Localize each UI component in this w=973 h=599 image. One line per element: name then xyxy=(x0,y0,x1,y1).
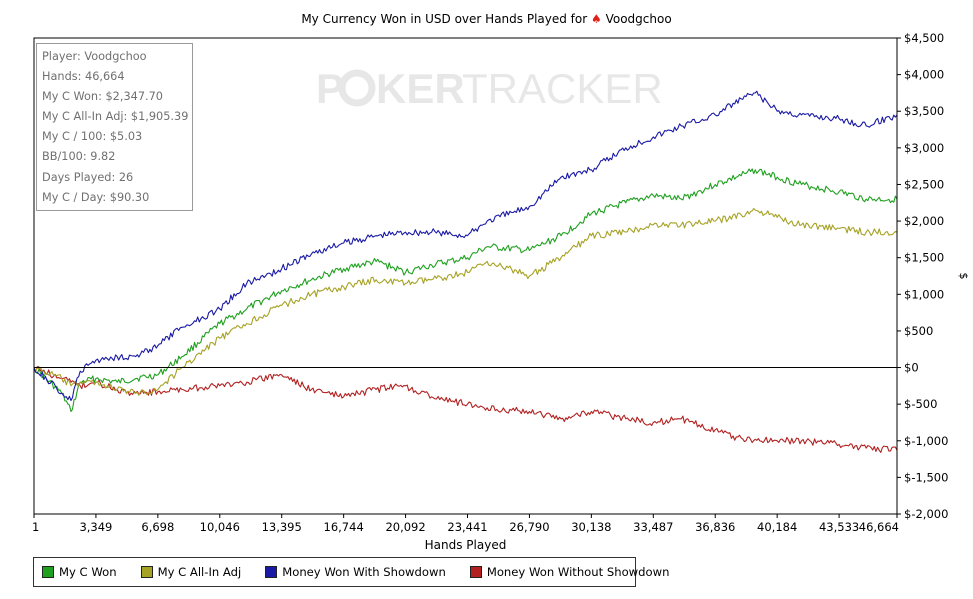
watermark-part1: P xyxy=(316,65,344,112)
y-tick-label: $0 xyxy=(904,361,919,375)
spade-icon: ♠ xyxy=(591,12,602,26)
series-line-my-c-all-in-adj xyxy=(33,207,898,396)
stat-line: BB/100: 9.82 xyxy=(42,150,116,164)
watermark-part2: KER xyxy=(376,65,465,112)
x-tick-label: 6,698 xyxy=(141,520,174,534)
legend-label: Money Won Without Showdown xyxy=(486,565,670,579)
legend-item: My C Won xyxy=(42,565,117,579)
x-tick-label: 36,836 xyxy=(695,520,735,534)
legend-label: My C Won xyxy=(59,565,117,579)
y-tick-label: $3,500 xyxy=(904,104,944,118)
y-tick-label: $1,500 xyxy=(904,251,944,265)
x-tick-label: 33,487 xyxy=(633,520,673,534)
y-tick-label: $2,500 xyxy=(904,177,944,191)
x-tick-label: 16,744 xyxy=(324,520,364,534)
series-line-my-c-won xyxy=(33,168,898,413)
x-tick-label: 43,533 xyxy=(819,520,859,534)
x-tick-label: 3,349 xyxy=(79,520,112,534)
y-tick-label: $4,500 xyxy=(904,31,944,45)
legend-swatch xyxy=(265,566,278,578)
y-tick-label: $1,000 xyxy=(904,287,944,301)
y-tick-label: $2,000 xyxy=(904,214,944,228)
legend-item: My C All-In Adj xyxy=(140,565,242,579)
legend-item: Money Won Without Showdown xyxy=(469,565,670,579)
stat-line: Hands: 46,664 xyxy=(42,70,125,84)
y-tick-label: $4,000 xyxy=(904,68,944,82)
y-tick-label: $-1,000 xyxy=(904,434,948,448)
x-tick-label: 26,790 xyxy=(509,520,549,534)
x-tick-label: 23,441 xyxy=(447,520,487,534)
y-axis-label: $ xyxy=(957,273,970,280)
chart-title: My Currency Won in USD over Hands Played… xyxy=(0,12,973,26)
stat-line: My C All-In Adj: $1,905.39 xyxy=(42,110,189,124)
y-tick-label: $3,000 xyxy=(904,141,944,155)
legend-swatch xyxy=(469,566,482,578)
x-tick-label: 1 xyxy=(32,520,39,534)
stat-line: Player: Voodgchoo xyxy=(42,50,147,63)
y-axis: $-2,000 $-1,500 $-1,000 $-500 $0 $500 $1,000 $1… xyxy=(897,31,948,521)
x-axis-label: Hands Played xyxy=(425,538,507,552)
chart-title-player: Voodgchoo xyxy=(605,12,672,26)
legend-label: Money Won With Showdown xyxy=(282,565,446,579)
series-line-money-won-without-showdown xyxy=(33,366,898,453)
legend-item: Money Won With Showdown xyxy=(265,565,446,579)
series-layer xyxy=(33,90,898,453)
stats-box: Player: Voodgchoo Hands: 46,664 My C Won: … xyxy=(36,43,193,211)
watermark-part3: TRACKER xyxy=(462,65,663,112)
x-axis: 1 3,349 6,698 10,046 13,395 16,744 20,092 23,44… xyxy=(32,514,899,534)
y-tick-label: $500 xyxy=(904,324,933,338)
x-tick-label: 20,092 xyxy=(385,520,425,534)
stat-line: Days Played: 26 xyxy=(42,170,134,184)
stat-line: My C / Day: $90.30 xyxy=(42,190,150,204)
x-tick-label: 30,138 xyxy=(571,520,611,534)
series-line-money-won-with-showdown xyxy=(33,90,898,402)
x-tick-label: 10,046 xyxy=(200,520,240,534)
stat-line: My C Won: $2,347.70 xyxy=(42,90,163,104)
x-tick-label: 40,184 xyxy=(757,520,797,534)
plot-area-frame xyxy=(33,37,898,515)
x-tick-label: 13,395 xyxy=(262,520,302,534)
chart-legend: My C Won My C All-In Adj Money Won With Sh… xyxy=(33,557,669,587)
stat-line: My C / 100: $5.03 xyxy=(42,130,143,144)
y-tick-label: $-1,500 xyxy=(904,470,948,484)
chart-title-text: My Currency Won in USD over Hands Played… xyxy=(301,12,591,26)
legend-label: My C All-In Adj xyxy=(157,565,242,579)
x-tick-label: 46,664 xyxy=(859,520,899,534)
y-tick-label: $-2,000 xyxy=(904,507,948,521)
legend-swatch xyxy=(42,566,54,578)
pokertracker-watermark: P KER TRACKER xyxy=(316,65,663,112)
y-tick-label: $-500 xyxy=(904,397,937,411)
legend-swatch xyxy=(140,566,153,578)
watermark-chip-icon xyxy=(338,69,376,107)
